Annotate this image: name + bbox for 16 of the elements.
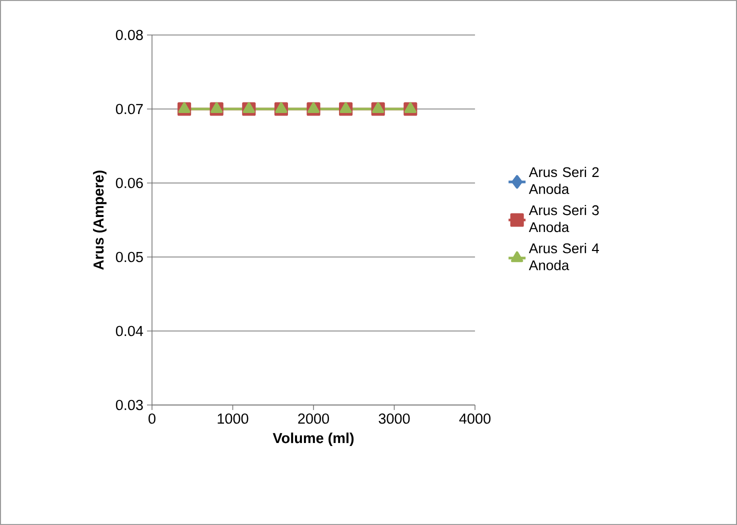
y-tick-label: 0.07 [116, 104, 143, 114]
y-tick-label: 0.06 [116, 178, 143, 188]
legend-label: Arus Seri 3 Anoda [528, 204, 599, 232]
y-tick-label: 0.04 [116, 326, 144, 336]
x-tick-label: 1000 [218, 414, 248, 424]
x-tick-label: 4000 [459, 414, 490, 424]
legend-label: Arus Seri 4 Anoda [528, 243, 599, 270]
x-tick-label: 2000 [298, 414, 329, 424]
y-tick-label: 0.08 [116, 30, 143, 40]
legend-label: Arus Seri 2 Anoda [528, 166, 599, 194]
y-tick-label: 0.03 [116, 400, 143, 410]
x-axis-title: Volume (ml) [272, 432, 354, 446]
y-tick-label: 0.05 [116, 252, 143, 262]
x-tick-label: 0 [148, 414, 156, 424]
y-axis-title: Arus (Ampere) [93, 170, 107, 270]
x-tick-label: 3000 [378, 414, 410, 424]
